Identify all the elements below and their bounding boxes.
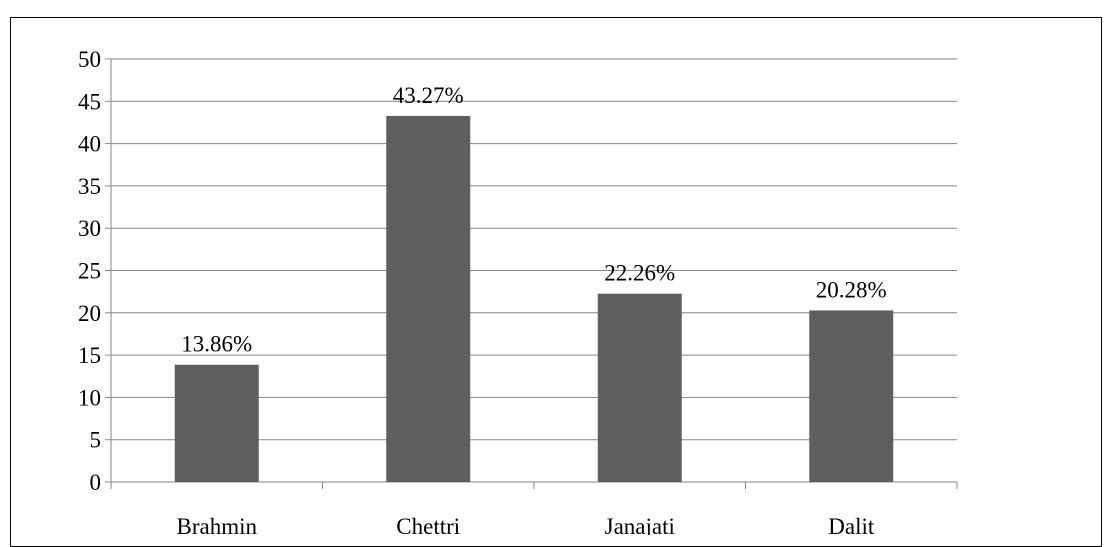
y-tick-label: 10 <box>78 385 101 410</box>
bar <box>386 115 471 483</box>
data-label: 43.27% <box>393 83 464 108</box>
x-category-label: Janajati <box>605 514 675 535</box>
bar <box>809 310 894 482</box>
bar <box>597 293 682 482</box>
y-tick-label: 25 <box>78 259 101 284</box>
data-label: 13.86% <box>181 332 252 357</box>
x-category-label: Chettri <box>396 514 460 535</box>
x-category-label: Dalit <box>828 514 875 535</box>
data-label: 22.26% <box>604 261 675 286</box>
y-tick-label: 50 <box>78 47 101 72</box>
data-label: 20.28% <box>816 277 887 302</box>
y-tick-label: 5 <box>90 428 102 453</box>
y-tick-label: 0 <box>90 470 102 495</box>
y-tick-label: 30 <box>78 216 101 241</box>
y-tick-label: 40 <box>78 132 101 157</box>
y-tick-label: 45 <box>78 89 101 114</box>
x-category-label: Brahmin <box>177 514 258 535</box>
bar-chart: 0 5 10 15 20 25 30 35 40 45 50 13.86% Brahmin 43.27% C… <box>78 47 958 535</box>
y-tick-label: 15 <box>78 343 101 368</box>
bar <box>174 364 259 482</box>
y-tick-label: 35 <box>78 174 101 199</box>
y-tick-label: 20 <box>78 301 101 326</box>
